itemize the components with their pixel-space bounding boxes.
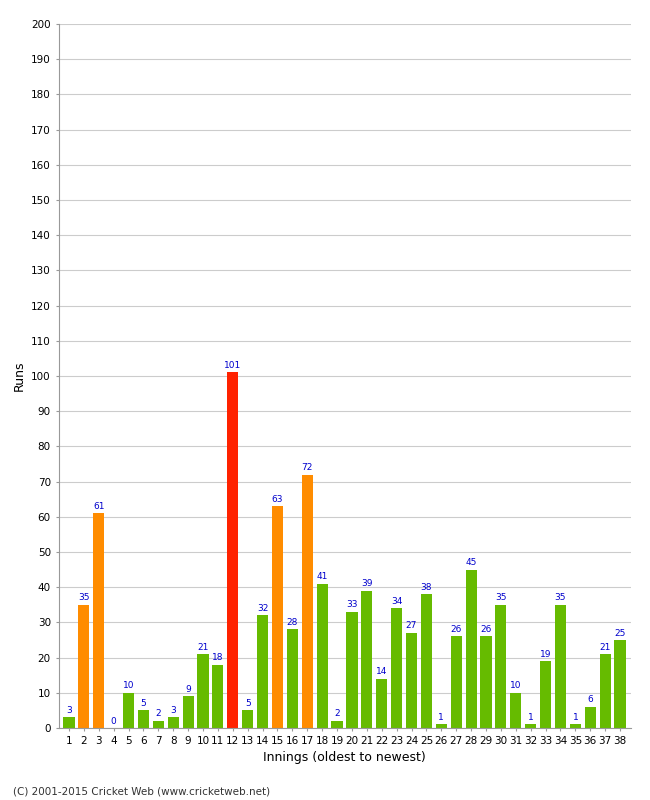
Text: 10: 10 xyxy=(510,682,521,690)
Bar xyxy=(63,718,75,728)
Bar xyxy=(213,665,224,728)
Text: 19: 19 xyxy=(540,650,551,658)
Text: 35: 35 xyxy=(495,594,506,602)
Bar xyxy=(361,590,372,728)
Text: 72: 72 xyxy=(302,463,313,472)
Text: 41: 41 xyxy=(317,572,328,582)
Text: 6: 6 xyxy=(588,695,593,705)
Text: 1: 1 xyxy=(439,713,444,722)
Bar xyxy=(332,721,343,728)
Bar xyxy=(317,584,328,728)
Bar xyxy=(302,474,313,728)
Text: 33: 33 xyxy=(346,600,358,610)
Bar xyxy=(570,725,581,728)
Text: 27: 27 xyxy=(406,622,417,630)
Text: 26: 26 xyxy=(480,625,491,634)
Text: 21: 21 xyxy=(599,642,611,652)
Bar xyxy=(78,605,90,728)
Bar xyxy=(525,725,536,728)
Text: 26: 26 xyxy=(450,625,462,634)
Y-axis label: Runs: Runs xyxy=(12,361,25,391)
Text: 38: 38 xyxy=(421,582,432,592)
Text: 1: 1 xyxy=(573,713,578,722)
Bar xyxy=(436,725,447,728)
Bar xyxy=(495,605,506,728)
Text: 3: 3 xyxy=(170,706,176,715)
Bar xyxy=(93,514,104,728)
Text: 101: 101 xyxy=(224,361,241,370)
Bar xyxy=(480,637,491,728)
Bar xyxy=(346,612,358,728)
Bar xyxy=(376,678,387,728)
Bar xyxy=(287,630,298,728)
Text: 35: 35 xyxy=(78,594,90,602)
Text: 9: 9 xyxy=(185,685,191,694)
Bar xyxy=(242,710,254,728)
Text: 10: 10 xyxy=(123,682,135,690)
Text: 5: 5 xyxy=(245,699,250,708)
Bar xyxy=(510,693,521,728)
Text: 21: 21 xyxy=(198,642,209,652)
Bar xyxy=(391,608,402,728)
Bar xyxy=(257,615,268,728)
Bar xyxy=(183,696,194,728)
Bar xyxy=(614,640,626,728)
Bar xyxy=(406,633,417,728)
Bar xyxy=(450,637,462,728)
Text: 25: 25 xyxy=(614,629,626,638)
Text: 2: 2 xyxy=(334,710,340,718)
Bar xyxy=(555,605,566,728)
Text: 63: 63 xyxy=(272,494,283,504)
Bar xyxy=(540,661,551,728)
Bar xyxy=(168,718,179,728)
Text: (C) 2001-2015 Cricket Web (www.cricketweb.net): (C) 2001-2015 Cricket Web (www.cricketwe… xyxy=(13,786,270,796)
Text: 45: 45 xyxy=(465,558,477,567)
Text: 61: 61 xyxy=(93,502,105,511)
Bar xyxy=(198,654,209,728)
Bar xyxy=(599,654,611,728)
Bar xyxy=(138,710,149,728)
X-axis label: Innings (oldest to newest): Innings (oldest to newest) xyxy=(263,751,426,764)
Bar xyxy=(227,373,239,728)
Text: 0: 0 xyxy=(111,717,116,726)
Bar xyxy=(465,570,476,728)
Text: 5: 5 xyxy=(140,699,146,708)
Text: 39: 39 xyxy=(361,579,372,588)
Bar xyxy=(153,721,164,728)
Bar xyxy=(421,594,432,728)
Text: 28: 28 xyxy=(287,618,298,627)
Text: 3: 3 xyxy=(66,706,72,715)
Text: 32: 32 xyxy=(257,604,268,613)
Text: 14: 14 xyxy=(376,667,387,676)
Text: 35: 35 xyxy=(554,594,566,602)
Bar xyxy=(272,506,283,728)
Text: 2: 2 xyxy=(155,710,161,718)
Bar xyxy=(585,707,596,728)
Text: 1: 1 xyxy=(528,713,534,722)
Text: 34: 34 xyxy=(391,597,402,606)
Text: 18: 18 xyxy=(212,653,224,662)
Bar xyxy=(123,693,134,728)
